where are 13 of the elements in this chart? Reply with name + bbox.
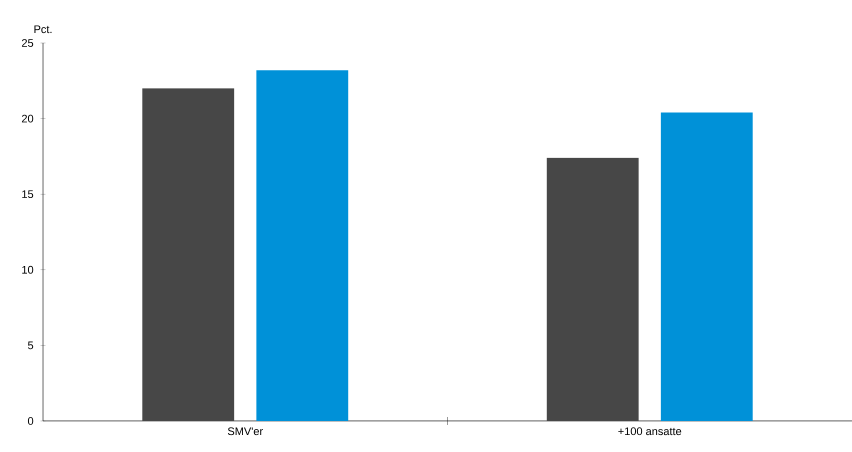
y-tick-label: 25 <box>22 39 34 47</box>
bar <box>256 70 348 421</box>
y-tick-label: 15 <box>22 190 34 198</box>
bar <box>546 158 639 421</box>
bar <box>660 112 753 421</box>
x-tick-label: +100 ansatte <box>618 427 682 436</box>
x-tick-label: SMV'er <box>228 427 263 436</box>
y-tick-label: 0 <box>28 417 34 425</box>
y-tick-label: 5 <box>28 342 34 350</box>
y-tick-label: 10 <box>22 266 34 274</box>
bar <box>142 88 234 421</box>
y-axis-title: Pct. <box>34 25 52 34</box>
y-tick-label: 20 <box>22 114 34 122</box>
